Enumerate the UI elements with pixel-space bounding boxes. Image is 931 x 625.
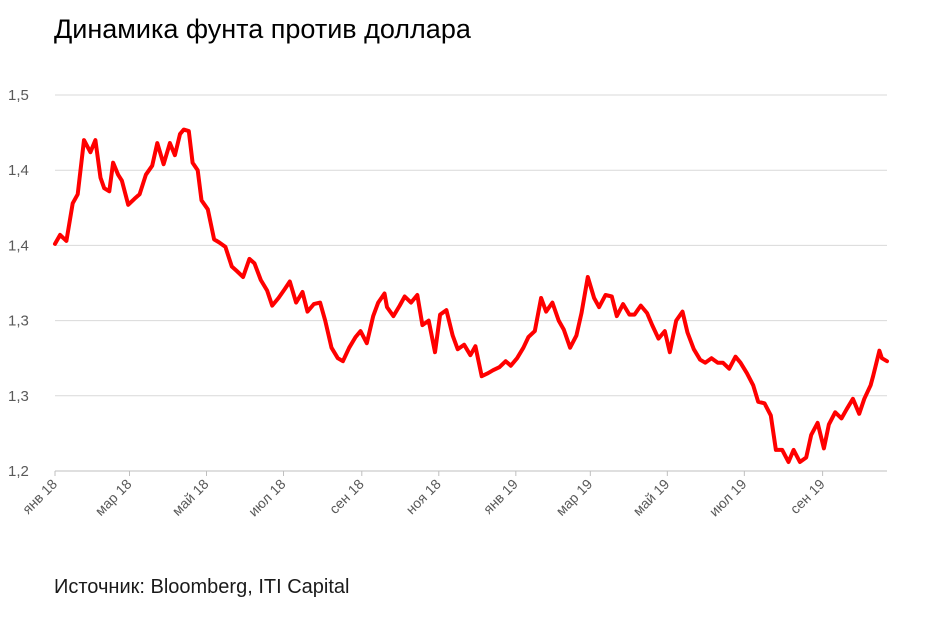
x-tick-label: июл 19 [706, 476, 750, 520]
x-tick-label: май 18 [169, 476, 212, 519]
source-note: Источник: Bloomberg, ITI Capital [54, 576, 350, 598]
y-tick-label: 1,5 [8, 87, 29, 104]
x-tick-label: ноя 18 [403, 476, 445, 518]
x-axis-tick-labels: янв 18 мар 18 май 18 июл 18 сен 18 ноя 18 янв … [19, 471, 828, 519]
y-axis-tick-labels: 1,2 1,3 1,3 1,4 1,4 1,5 [8, 87, 29, 480]
y-tick-label: 1,2 [8, 463, 29, 480]
series-lines [53, 127, 889, 464]
x-tick-label: июл 18 [245, 476, 289, 520]
gridlines [55, 94, 887, 472]
x-tick-label: сен 19 [787, 476, 828, 517]
x-tick-label: мар 19 [553, 476, 596, 519]
y-tick-label: 1,3 [8, 313, 29, 330]
gbp-usd-series-line [53, 127, 889, 464]
x-tick-label: янв 19 [480, 476, 521, 517]
y-tick-label: 1,3 [8, 388, 29, 405]
x-tick-label: май 19 [630, 476, 673, 519]
y-tick-label: 1,4 [8, 162, 29, 179]
x-tick-label: мар 18 [92, 476, 135, 519]
chart-title: Динамика фунта против доллара [54, 14, 471, 44]
x-tick-label: янв 18 [19, 476, 60, 517]
y-tick-label: 1,4 [8, 237, 29, 254]
x-tick-label: сен 18 [326, 476, 367, 517]
